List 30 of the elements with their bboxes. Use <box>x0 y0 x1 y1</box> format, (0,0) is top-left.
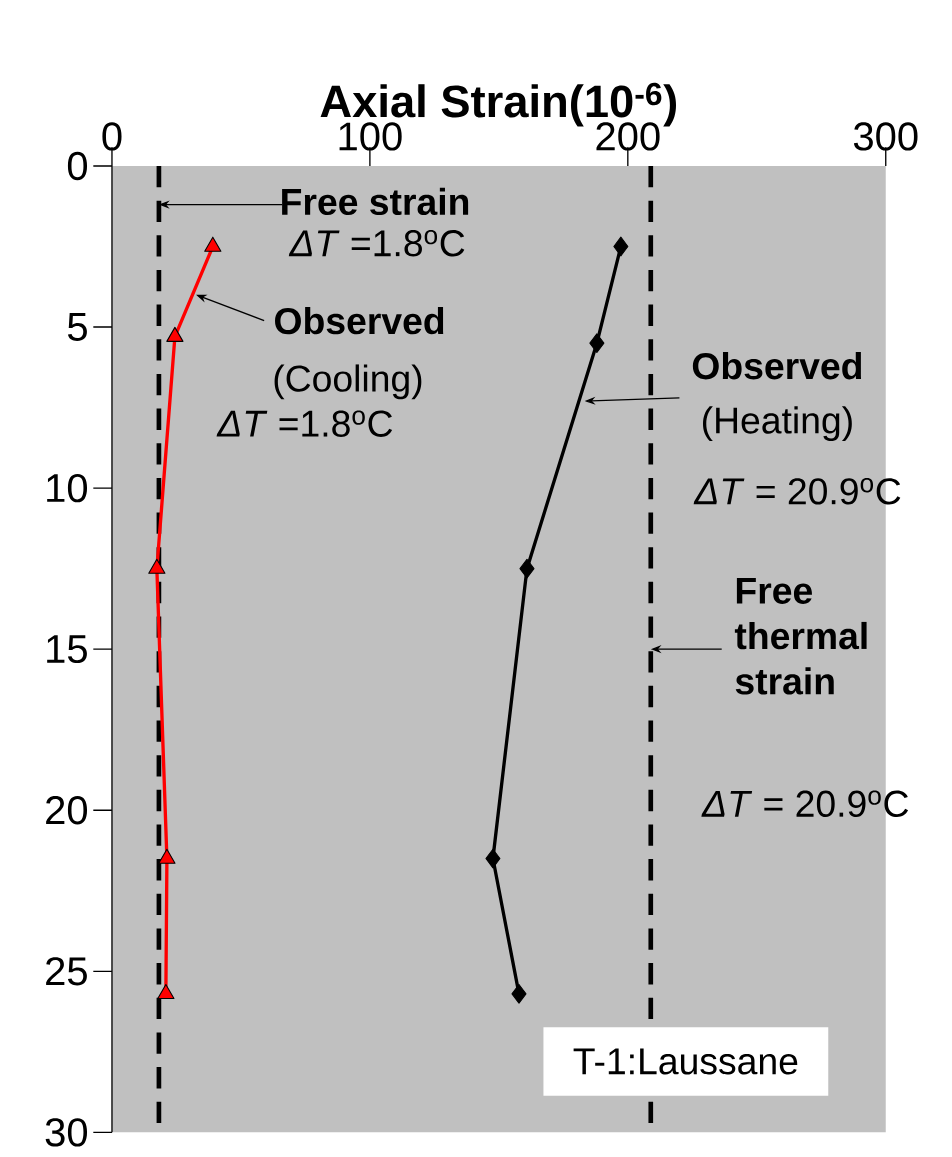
point <box>613 236 629 257</box>
point <box>511 983 527 1004</box>
annotation: ΔT = 20.9$^{o}$C <box>701 790 909 818</box>
annotation: ΔT =1.8$^{o}$C <box>288 230 465 257</box>
y-tick-label: 10 <box>47 473 88 503</box>
y-tick-label: 0 <box>68 151 88 181</box>
point <box>589 333 605 354</box>
y-tick-label: 25 <box>46 957 88 986</box>
point <box>204 236 222 252</box>
x-tick-label: 0 <box>102 122 122 151</box>
x-tick-label: 300 <box>854 122 918 151</box>
y-tick-label: 20 <box>46 796 88 825</box>
annotation: ΔT =1.8$^{o}$C <box>216 410 393 437</box>
point <box>485 848 501 869</box>
y-tick-label: 30 <box>45 1118 88 1147</box>
point <box>148 558 166 574</box>
y-tick-label: 5 <box>68 313 88 341</box>
point <box>157 983 175 1000</box>
point <box>166 326 184 342</box>
annotation: Free strain <box>282 187 469 216</box>
annotation: Observed <box>275 306 444 335</box>
annotation: (Cooling) <box>274 364 422 400</box>
point <box>158 848 176 864</box>
annotation: (Heating) <box>703 406 852 442</box>
annotation: Free thermal strain <box>735 577 867 695</box>
y-tick-label: 15 <box>47 635 88 664</box>
annotation: ΔT = 20.9$^{o}$C <box>693 478 901 505</box>
annotation: Observed <box>693 352 862 380</box>
annotation: T-1:Laussane <box>573 1048 798 1075</box>
point <box>519 558 535 579</box>
